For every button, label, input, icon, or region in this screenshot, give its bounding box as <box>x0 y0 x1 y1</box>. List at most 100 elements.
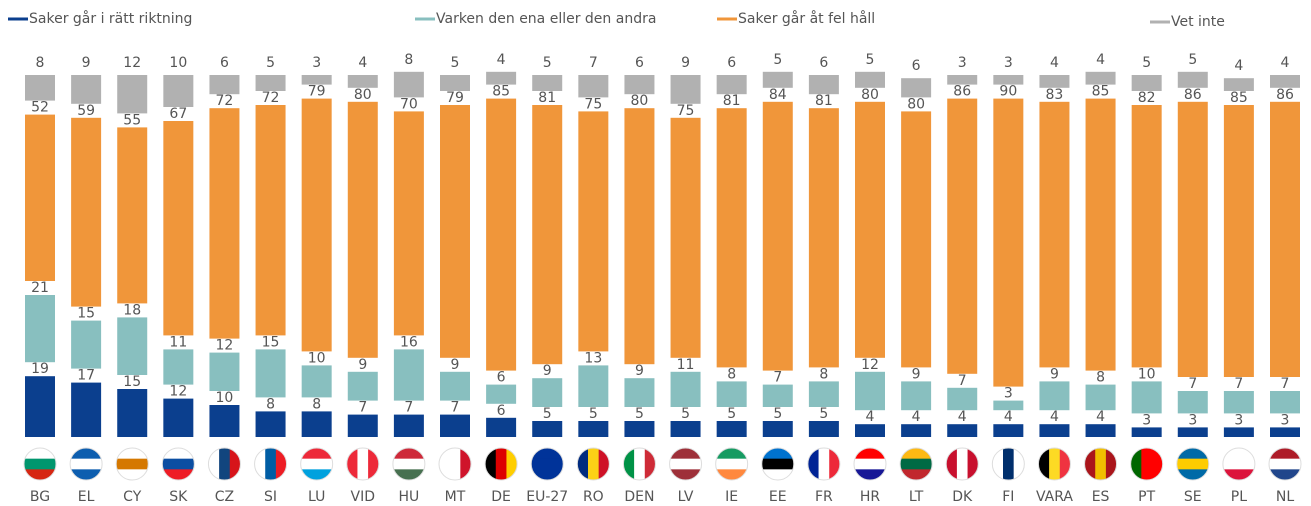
data-label: 3 <box>958 55 967 71</box>
bar-segment <box>1270 101 1300 378</box>
x-tick-label: CY <box>123 489 142 505</box>
bar-segment <box>993 400 1024 411</box>
flag-icon <box>577 448 610 480</box>
flag-stripe <box>531 458 564 470</box>
bar-segment <box>1270 391 1300 414</box>
data-label: 7 <box>773 370 782 386</box>
flag-stripe <box>1105 448 1117 480</box>
data-label: 82 <box>1138 90 1156 106</box>
data-label: 4 <box>1096 409 1105 425</box>
x-tick-label: IE <box>725 489 738 505</box>
data-label: 10 <box>308 350 326 366</box>
flag-icon <box>761 448 794 480</box>
flag-stripe <box>715 448 748 460</box>
flag-icon <box>623 448 656 480</box>
bar-segment <box>624 75 655 95</box>
data-label: 5 <box>681 406 690 422</box>
x-tick-label: FI <box>1002 489 1014 505</box>
flag-stripe <box>116 448 149 460</box>
x-tick-label: SI <box>264 489 277 505</box>
x-tick-label: LU <box>308 489 325 505</box>
data-label: 5 <box>773 406 782 422</box>
data-label: 75 <box>677 103 695 119</box>
bar-segment <box>1223 391 1254 414</box>
bar-segment <box>578 421 609 437</box>
data-label: 4 <box>497 52 506 68</box>
flag-stripe <box>761 458 794 470</box>
flag-border <box>438 447 472 481</box>
bar-segment <box>762 71 793 88</box>
data-label: 5 <box>266 55 275 71</box>
x-tick-label: SK <box>169 489 188 505</box>
bar-segment <box>163 349 194 385</box>
data-label: 5 <box>543 406 552 422</box>
data-label: 4 <box>866 409 875 425</box>
data-label: 3 <box>1188 412 1197 428</box>
flag-stripe <box>1141 448 1153 480</box>
bar-segment <box>947 75 978 85</box>
bar-segment <box>947 424 978 437</box>
flag-stripe <box>854 458 886 470</box>
flag-stripe <box>588 448 600 480</box>
x-tick-label: BG <box>30 489 50 505</box>
bar-segment <box>993 424 1024 437</box>
data-label: 90 <box>999 84 1017 100</box>
flag-border <box>1222 447 1256 481</box>
flag-stripe <box>208 448 220 480</box>
x-tick-label: CZ <box>215 489 234 505</box>
flag-stripe <box>219 448 231 480</box>
data-label: 16 <box>400 334 418 350</box>
bar-segment <box>347 75 378 88</box>
flag-stripe <box>1038 448 1050 480</box>
data-label: 11 <box>169 334 187 350</box>
data-label: 4 <box>958 409 967 425</box>
data-label: 19 <box>31 361 49 377</box>
data-label: 17 <box>77 368 95 384</box>
bar-segment <box>532 421 563 437</box>
bar-segment <box>1223 427 1254 437</box>
bar-segment <box>486 98 517 371</box>
bar-segment <box>578 75 609 98</box>
bar-segment <box>901 111 932 368</box>
bar-segment <box>808 108 839 368</box>
bar-segment <box>855 101 885 358</box>
x-tick-label: SE <box>1184 489 1202 505</box>
bar-segment <box>1131 381 1162 414</box>
flag-stripe <box>1152 448 1163 480</box>
flag-stripe <box>439 448 451 480</box>
flag-icon <box>254 448 287 480</box>
data-label: 85 <box>1092 84 1110 100</box>
flag-icon <box>208 448 241 480</box>
data-label: 55 <box>123 112 141 128</box>
bar-segment <box>716 75 747 95</box>
flag-stripe <box>24 458 56 470</box>
bar-segment <box>255 349 286 398</box>
data-label: 9 <box>451 357 460 373</box>
flag-stripe <box>1269 458 1301 470</box>
x-tick-label: VARA <box>1036 489 1073 505</box>
flag-icon <box>1038 448 1071 480</box>
flag-border <box>622 447 656 481</box>
data-label: 8 <box>819 366 828 382</box>
bar-segment <box>901 78 932 98</box>
bar-segment <box>71 382 102 437</box>
bar-segment <box>440 371 470 401</box>
flag-stripe <box>644 448 656 480</box>
data-label: 80 <box>861 87 879 103</box>
bar-segment <box>1131 427 1162 437</box>
bar-segment <box>670 421 701 437</box>
x-tick-label: EU-27 <box>526 489 568 505</box>
flag-border <box>1176 447 1210 481</box>
bar-segment <box>393 111 424 336</box>
bar-segment <box>393 349 424 401</box>
data-label: 81 <box>815 93 833 109</box>
flag-stripe <box>1222 469 1255 480</box>
legend-label: Saker går åt fel håll <box>738 10 875 27</box>
data-label: 11 <box>677 357 695 373</box>
flag-stripe <box>368 448 379 480</box>
data-label: 85 <box>1230 90 1248 106</box>
x-tick-label: DK <box>952 489 973 505</box>
data-label: 9 <box>912 366 921 382</box>
flag-stripe <box>346 448 358 480</box>
